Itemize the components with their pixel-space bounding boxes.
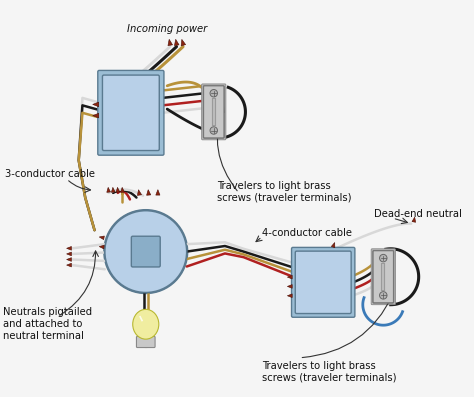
Polygon shape	[146, 190, 151, 195]
Polygon shape	[66, 252, 72, 256]
FancyBboxPatch shape	[292, 247, 355, 317]
Text: Incoming power: Incoming power	[127, 24, 207, 34]
Polygon shape	[137, 190, 142, 195]
Polygon shape	[66, 263, 72, 267]
Text: Travelers to light brass
screws (traveler terminals): Travelers to light brass screws (travele…	[218, 181, 352, 202]
Polygon shape	[287, 275, 292, 279]
Polygon shape	[412, 217, 416, 222]
Text: Travelers to light brass
screws (traveler terminals): Travelers to light brass screws (travele…	[262, 360, 397, 382]
FancyBboxPatch shape	[98, 70, 164, 155]
Polygon shape	[107, 187, 110, 192]
Polygon shape	[66, 247, 72, 250]
Polygon shape	[116, 187, 120, 192]
Polygon shape	[168, 39, 173, 46]
Polygon shape	[66, 258, 72, 261]
Polygon shape	[156, 190, 160, 195]
Circle shape	[380, 292, 387, 299]
Polygon shape	[287, 294, 292, 298]
Polygon shape	[99, 236, 104, 240]
Circle shape	[104, 210, 188, 293]
Circle shape	[210, 89, 218, 97]
FancyBboxPatch shape	[102, 75, 159, 150]
Polygon shape	[287, 285, 292, 288]
FancyBboxPatch shape	[295, 251, 351, 314]
Circle shape	[105, 210, 187, 293]
Text: Dead-end neutral: Dead-end neutral	[374, 209, 462, 219]
Polygon shape	[181, 39, 186, 46]
FancyBboxPatch shape	[131, 236, 160, 267]
Text: 3-conductor cable: 3-conductor cable	[5, 169, 95, 179]
Polygon shape	[93, 102, 99, 107]
Circle shape	[210, 127, 218, 134]
FancyBboxPatch shape	[373, 251, 393, 303]
FancyBboxPatch shape	[203, 86, 224, 138]
Polygon shape	[93, 113, 99, 118]
FancyBboxPatch shape	[371, 249, 395, 304]
FancyBboxPatch shape	[201, 84, 226, 140]
Text: Neutrals pigtailed
and attached to
neutral terminal: Neutrals pigtailed and attached to neutr…	[3, 308, 92, 341]
FancyBboxPatch shape	[137, 336, 155, 347]
Circle shape	[380, 254, 387, 262]
FancyBboxPatch shape	[373, 251, 393, 303]
Polygon shape	[121, 187, 125, 192]
Text: 4-conductor cable: 4-conductor cable	[262, 228, 352, 238]
Polygon shape	[99, 245, 104, 249]
FancyBboxPatch shape	[203, 86, 224, 138]
Polygon shape	[331, 243, 335, 248]
Polygon shape	[174, 39, 179, 46]
Ellipse shape	[133, 309, 159, 339]
Polygon shape	[111, 187, 115, 192]
